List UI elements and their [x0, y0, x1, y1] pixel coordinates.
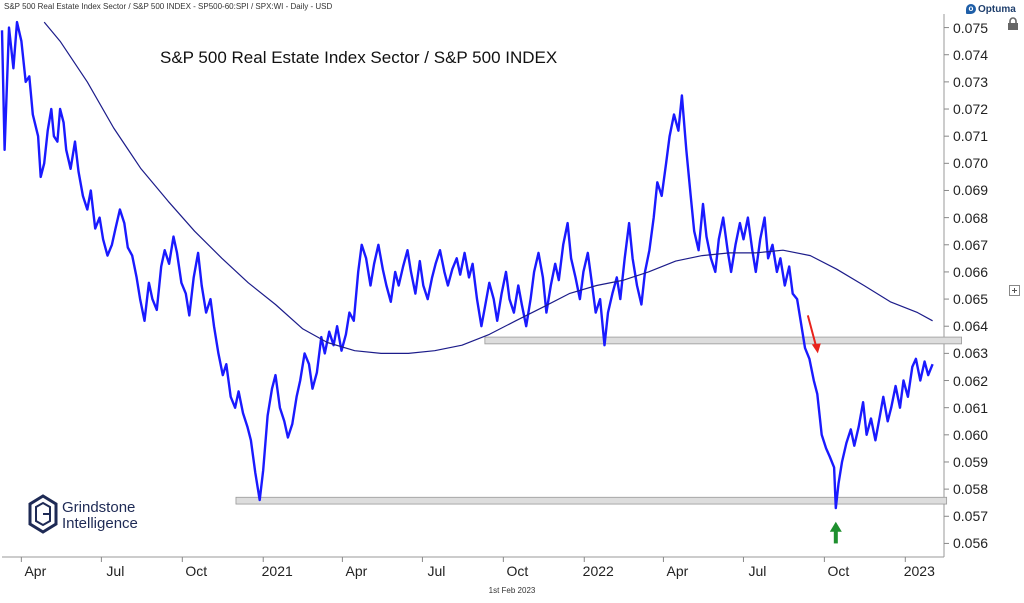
green-arrow-shaft [833, 529, 838, 544]
y-tick-label: 0.071 [953, 128, 989, 145]
y-tick-label: 0.074 [953, 46, 989, 63]
y-tick-label: 0.057 [953, 508, 989, 525]
x-tick-label: Apr [666, 563, 689, 579]
x-tick-label: Oct [185, 563, 208, 579]
ratio-series-line [0, 20, 934, 510]
y-tick-label: 0.058 [953, 481, 989, 498]
y-tick-label: 0.056 [953, 535, 989, 552]
x-tick-label: 2022 [582, 563, 614, 579]
green-arrow-head [829, 521, 842, 532]
y-tick-label: 0.062 [953, 372, 989, 389]
chart-source-header: S&P 500 Real Estate Index Sector / S&P 5… [4, 2, 333, 11]
y-tick-label: 0.075 [953, 19, 989, 36]
hexagon-g-icon [28, 494, 58, 534]
band-0 [484, 336, 962, 345]
y-tick-label: 0.072 [953, 101, 989, 118]
y-tick-label: 0.059 [953, 453, 989, 470]
y-tick-label: 0.067 [953, 236, 989, 253]
logo-line2: Intelligence [62, 515, 138, 532]
chart-title: S&P 500 Real Estate Index Sector / S&P 5… [160, 48, 558, 67]
x-tick-label: Jul [748, 563, 767, 579]
red-arrow-head [811, 343, 821, 354]
y-tick-label: 0.065 [953, 291, 989, 308]
x-tick-label: Oct [827, 563, 850, 579]
y-tick-label: 0.069 [953, 182, 989, 199]
y-tick-label: 0.063 [953, 345, 989, 362]
y-tick-label: 0.060 [953, 426, 989, 443]
grindstone-logo: Grindstone Intelligence [28, 494, 188, 540]
lock-icon[interactable] [1006, 17, 1020, 31]
optuma-brand-label: Optuma [978, 3, 1016, 15]
red-arrow-shaft [806, 315, 817, 346]
y-tick-label: 0.064 [953, 318, 989, 335]
y-tick-label: 0.073 [953, 73, 989, 90]
band-1 [235, 496, 948, 505]
y-tick-label: 0.066 [953, 263, 989, 280]
optuma-logo-icon: o [966, 4, 976, 14]
optuma-brand: o Optuma [966, 3, 1016, 15]
x-tick-label: Oct [506, 563, 529, 579]
x-tick-label: Jul [427, 563, 446, 579]
moving-average-line [43, 21, 933, 354]
x-tick-label: 2023 [903, 563, 935, 579]
y-tick-label: 0.070 [953, 155, 989, 172]
x-tick-label: Apr [345, 563, 368, 579]
y-tick-label: 0.061 [953, 399, 989, 416]
plus-icon[interactable] [1009, 285, 1020, 296]
y-tick-label: 0.068 [953, 209, 989, 226]
x-tick-label: Apr [24, 563, 47, 579]
x-tick-label: 2021 [261, 563, 293, 579]
footer-date: 1st Feb 2023 [488, 586, 536, 595]
logo-line1: Grindstone [62, 499, 136, 516]
x-tick-label: Jul [106, 563, 125, 579]
